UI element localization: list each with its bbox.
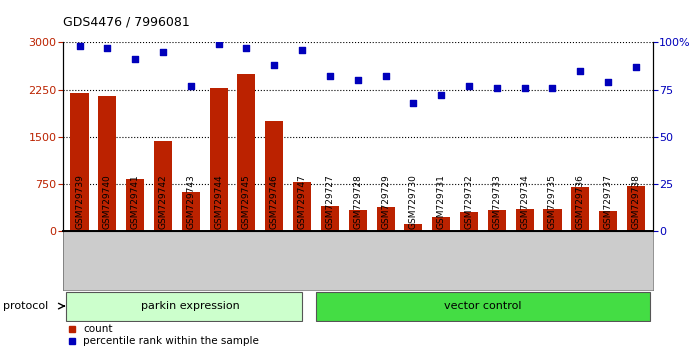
Point <box>102 45 113 51</box>
Text: GDS4476 / 7996081: GDS4476 / 7996081 <box>63 15 190 28</box>
Text: percentile rank within the sample: percentile rank within the sample <box>84 336 260 346</box>
Point <box>74 44 85 49</box>
Bar <box>460 212 478 230</box>
Bar <box>126 178 144 230</box>
Bar <box>181 192 200 230</box>
Bar <box>571 187 589 230</box>
Point <box>463 83 475 88</box>
Bar <box>66 292 302 321</box>
Text: count: count <box>84 324 113 334</box>
Point <box>325 74 336 79</box>
Bar <box>70 93 89 230</box>
Bar <box>432 217 450 230</box>
Point <box>185 83 196 88</box>
Bar <box>98 96 117 230</box>
Bar <box>316 292 650 321</box>
Bar <box>544 209 561 230</box>
Point <box>436 92 447 98</box>
Bar <box>321 206 339 230</box>
Text: protocol: protocol <box>3 301 49 311</box>
Bar <box>599 211 617 230</box>
Point <box>213 41 224 47</box>
Bar <box>376 207 394 230</box>
Point <box>574 68 586 74</box>
Point <box>352 77 363 83</box>
Point <box>380 74 391 79</box>
Point <box>241 45 252 51</box>
Point <box>519 85 530 91</box>
Bar <box>516 209 534 230</box>
Bar <box>209 88 228 230</box>
Text: vector control: vector control <box>444 301 521 311</box>
Point <box>408 100 419 105</box>
Bar <box>404 224 422 230</box>
Bar <box>627 186 645 230</box>
Bar <box>349 210 366 230</box>
Point <box>157 49 168 55</box>
Point <box>269 62 280 68</box>
Point <box>491 85 503 91</box>
Bar <box>237 74 255 230</box>
Point <box>547 85 558 91</box>
Bar <box>488 210 506 230</box>
Bar <box>154 141 172 230</box>
Bar <box>265 121 283 230</box>
Text: parkin expression: parkin expression <box>142 301 240 311</box>
Point <box>602 79 614 85</box>
Point <box>630 64 641 70</box>
Point <box>130 57 141 62</box>
Bar <box>293 182 311 230</box>
Point <box>297 47 308 53</box>
